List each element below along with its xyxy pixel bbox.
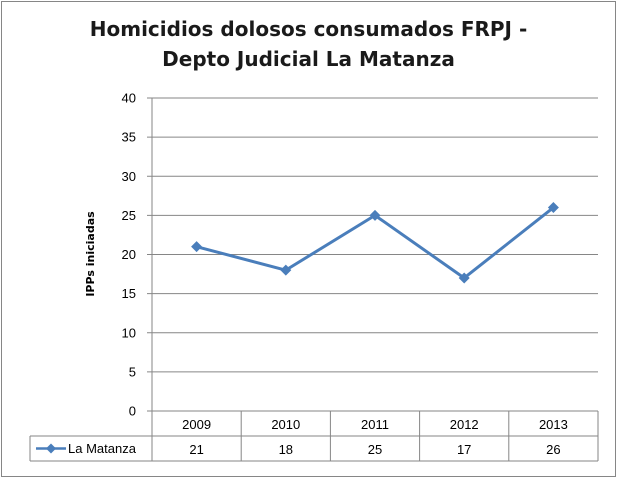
data-point-2010 xyxy=(280,264,292,276)
data-point-2013 xyxy=(547,202,559,214)
data-point-2009 xyxy=(191,241,203,253)
chart-title-line-2: Depto Judicial La Matanza xyxy=(162,47,455,71)
data-point-2012 xyxy=(458,272,470,284)
series-la-matanza xyxy=(191,202,559,284)
y-tick-label-0: 0 xyxy=(129,404,136,419)
table-value-2009: 21 xyxy=(189,442,203,457)
x-category-label-2009: 2009 xyxy=(182,417,211,432)
y-tick-label-35: 35 xyxy=(122,130,136,145)
x-category-label-2010: 2010 xyxy=(271,417,300,432)
table-value-2012: 17 xyxy=(457,442,471,457)
y-tick-label-15: 15 xyxy=(122,286,136,301)
legend-series-name: La Matanza xyxy=(68,441,137,456)
table-value-2011: 25 xyxy=(368,442,382,457)
y-tick-label-25: 25 xyxy=(122,208,136,223)
legend-marker-key xyxy=(46,443,56,454)
table-value-2013: 26 xyxy=(546,442,560,457)
y-axis: 0 5 10 15 20 25 30 35 40 xyxy=(122,91,153,419)
y-tick-label-5: 5 xyxy=(129,364,136,379)
chart-title-line-1: Homicidios dolosos consumados FRPJ - xyxy=(89,17,528,41)
x-category-label-2013: 2013 xyxy=(539,417,568,432)
data-point-2011 xyxy=(369,209,381,221)
x-category-label-2012: 2012 xyxy=(450,417,479,432)
y-axis-label: IPPs iniciadas xyxy=(84,211,97,297)
x-category-label-2011: 2011 xyxy=(361,417,389,432)
y-tick-label-20: 20 xyxy=(122,247,136,262)
y-tick-label-30: 30 xyxy=(122,169,136,184)
table-value-2010: 18 xyxy=(279,442,293,457)
gridlines xyxy=(152,97,598,412)
data-table: 2009 21 2010 18 2011 25 2012 17 2013 26 La Matanza xyxy=(29,411,599,462)
chart-title: Homicidios dolosos consumados FRPJ - Dep… xyxy=(0,14,617,74)
y-tick-label-10: 10 xyxy=(122,325,136,340)
y-tick-label-40: 40 xyxy=(122,91,136,106)
